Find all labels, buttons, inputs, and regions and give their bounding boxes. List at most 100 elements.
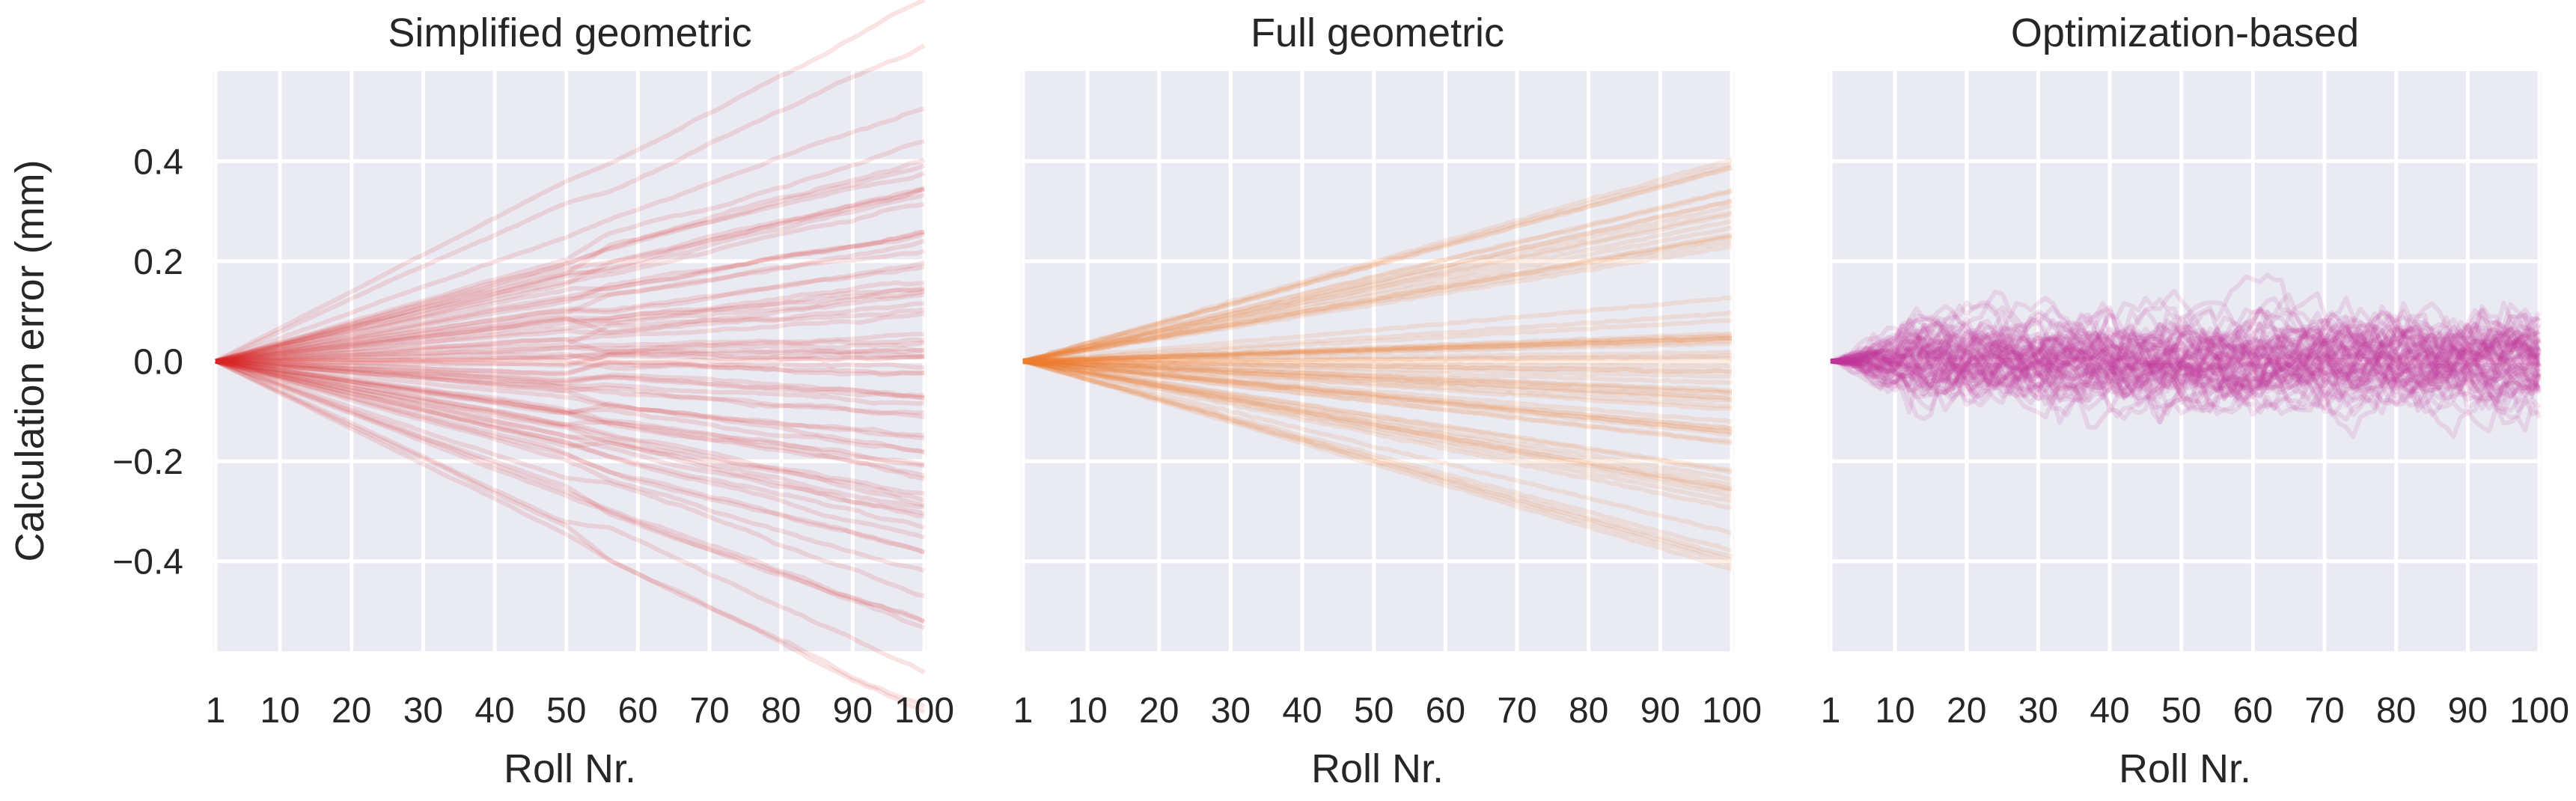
series-line <box>1022 359 1733 393</box>
series-line <box>215 359 925 454</box>
series-line <box>1022 359 1733 491</box>
series-line <box>1830 311 2542 425</box>
series-line <box>215 359 925 415</box>
x-tick-label: 30 <box>2018 691 2058 731</box>
series-line <box>1022 359 1733 395</box>
series-line <box>1830 292 2542 399</box>
series-line <box>1022 359 1733 395</box>
series-line <box>215 352 925 365</box>
series-line <box>1830 318 2541 401</box>
series-line <box>215 187 925 364</box>
series-line <box>215 359 925 377</box>
series-line <box>214 0 926 364</box>
series-line <box>215 311 925 364</box>
panel-optimization-based: Optimization-based 1 10 20 30 40 50 60 7… <box>1821 10 2569 791</box>
series-line <box>1830 316 2540 415</box>
series-line <box>215 359 925 530</box>
series-line <box>1022 234 1733 364</box>
series-line <box>1022 359 1733 482</box>
series-line <box>1830 289 2542 407</box>
series-line <box>1022 359 1733 472</box>
series-line <box>215 359 925 478</box>
series-line <box>1022 358 1733 379</box>
series-line <box>1830 305 2542 392</box>
series-line <box>215 332 925 364</box>
series-lines <box>1829 272 2542 439</box>
x-axis-label: Roll Nr. <box>1311 746 1444 791</box>
series-line <box>215 201 925 364</box>
series-line <box>215 139 925 364</box>
series-line <box>1830 330 2541 420</box>
series-line <box>1022 358 1733 365</box>
series-line <box>215 359 925 509</box>
x-tick-label: 1 <box>1821 691 1841 731</box>
series-lines <box>1022 157 1733 572</box>
x-tick-label: 50 <box>546 691 586 731</box>
series-line <box>215 359 926 540</box>
panel-title: Optimization-based <box>2011 10 2359 55</box>
series-line <box>1830 296 2541 399</box>
series-line <box>1022 199 1733 364</box>
grid-lines <box>1021 71 1734 651</box>
panel-full-geometric: Full geometric 1 10 20 30 40 50 60 70 80… <box>1013 10 1762 791</box>
x-tick-label: 50 <box>2161 691 2201 731</box>
series-line <box>1830 304 2540 407</box>
series-line <box>1830 326 2541 414</box>
series-line <box>1830 300 2542 391</box>
x-tick-label: 10 <box>260 691 299 731</box>
y-tick-label: 0.2 <box>133 243 183 282</box>
series-line <box>1022 295 1733 363</box>
series-line <box>215 280 925 364</box>
x-tick-label: 1 <box>1013 691 1034 731</box>
series-line <box>215 359 925 481</box>
x-tick-label: 100 <box>1702 691 1762 731</box>
series-line <box>1022 244 1733 363</box>
series-line <box>215 338 925 364</box>
series-line <box>215 348 925 367</box>
grid-lines <box>1828 71 2542 651</box>
series-line <box>1830 322 2540 395</box>
series-line <box>1022 240 1733 364</box>
series-line <box>1022 359 1733 436</box>
series-line <box>1022 359 1733 559</box>
series-line <box>1022 359 1733 431</box>
series-line <box>215 287 925 364</box>
series-line <box>1022 359 1733 409</box>
series-line <box>1022 339 1733 364</box>
series-line <box>1022 353 1733 364</box>
series-line <box>215 359 925 508</box>
y-tick-label: −0.4 <box>112 543 183 582</box>
series-line <box>215 359 925 467</box>
y-tick-label: 0.0 <box>133 343 183 383</box>
series-line <box>215 264 925 364</box>
series-line <box>1830 313 2542 392</box>
x-tick-label: 100 <box>2509 691 2569 731</box>
x-tick-label: 20 <box>332 691 371 731</box>
series-line <box>1830 312 2542 390</box>
x-tick-label: 10 <box>1067 691 1107 731</box>
x-axis-label: Roll Nr. <box>2119 746 2251 791</box>
series-line <box>1022 359 1733 511</box>
series-line <box>215 285 925 364</box>
series-line <box>1830 312 2542 439</box>
x-tick-label: 30 <box>1211 691 1251 731</box>
series-line <box>214 106 925 364</box>
series-line <box>1022 358 1733 374</box>
series-line <box>1022 358 1733 494</box>
series-line <box>215 157 926 364</box>
series-line <box>215 359 925 503</box>
series-line <box>1830 325 2542 418</box>
series-line <box>215 238 926 364</box>
series-line <box>1830 296 2542 408</box>
series-line <box>1022 359 1733 400</box>
series-line <box>215 231 925 364</box>
x-tick-label: 70 <box>689 691 729 731</box>
x-tick-labels: 1 10 20 30 40 50 60 70 80 90 100 <box>1013 691 1762 731</box>
x-tick-label: 20 <box>1139 691 1179 731</box>
series-line <box>215 353 925 368</box>
series-line <box>215 349 925 364</box>
series-line <box>1022 359 1733 424</box>
series-line <box>1831 320 2542 408</box>
series-line <box>215 359 925 420</box>
series-line <box>1830 320 2540 391</box>
